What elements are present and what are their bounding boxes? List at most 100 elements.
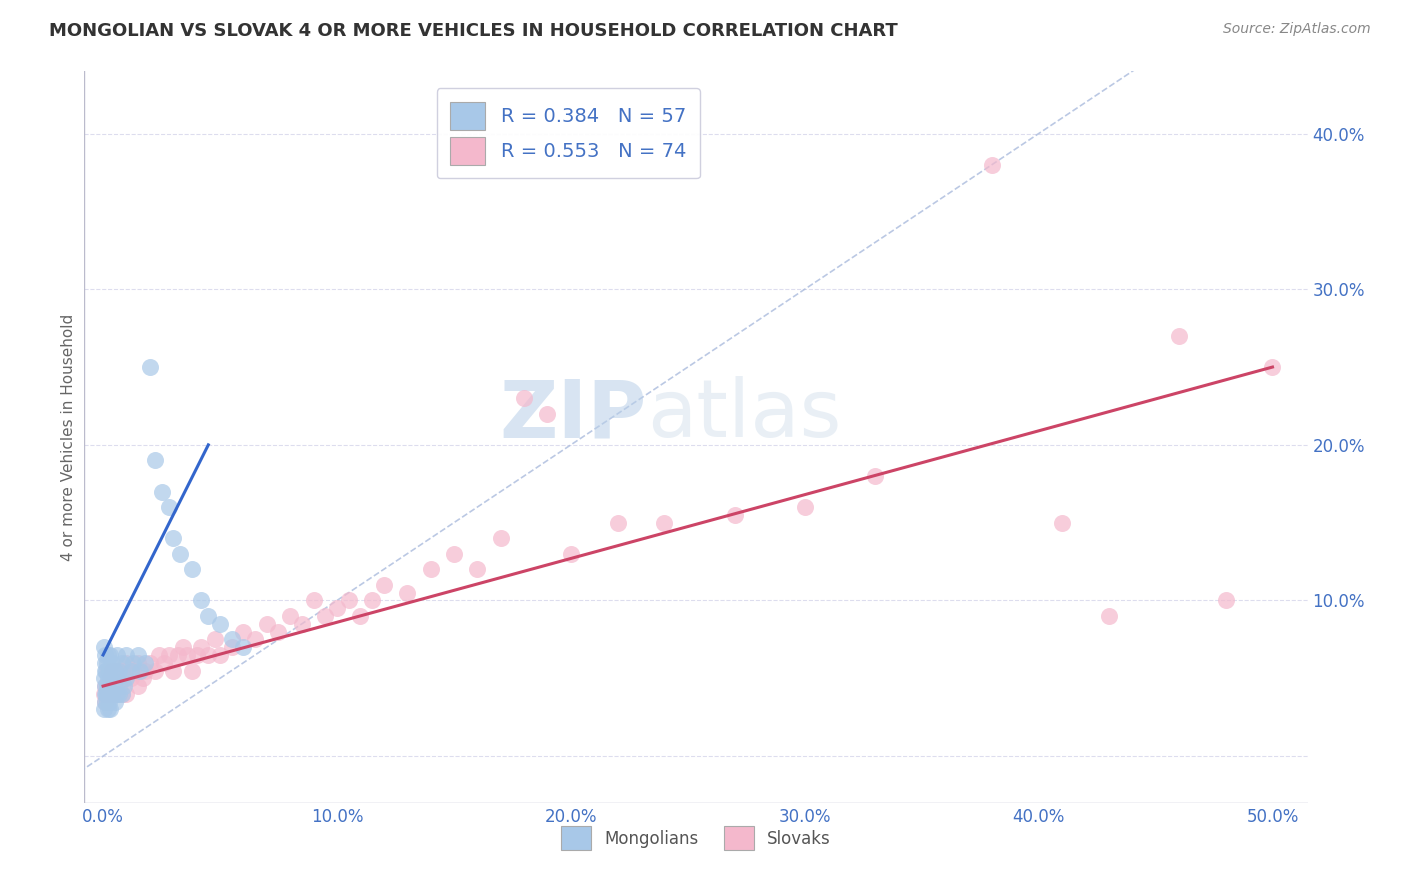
Point: [101, 687, 124, 701]
Point: [1261, 359, 1284, 374]
Point: [94, 656, 117, 670]
Point: [112, 671, 135, 685]
Point: [105, 671, 128, 685]
Point: [314, 609, 336, 624]
Point: [101, 664, 124, 678]
Point: [153, 656, 176, 670]
Point: [98, 671, 121, 685]
Y-axis label: 4 or more Vehicles in Household: 4 or more Vehicles in Household: [60, 313, 76, 561]
Point: [104, 695, 127, 709]
Point: [120, 671, 142, 685]
Point: [169, 547, 191, 561]
Text: ZIP: ZIP: [499, 376, 647, 454]
Point: [134, 656, 156, 670]
Point: [108, 664, 131, 678]
Point: [94, 679, 117, 693]
Point: [122, 664, 145, 678]
Point: [104, 664, 127, 678]
Point: [97, 648, 120, 662]
Point: [396, 585, 419, 599]
Point: [111, 656, 134, 670]
Point: [221, 640, 243, 655]
Point: [243, 632, 266, 647]
Text: Source: ZipAtlas.com: Source: ZipAtlas.com: [1223, 22, 1371, 37]
Point: [143, 453, 166, 467]
Point: [129, 664, 152, 678]
Point: [863, 469, 886, 483]
Point: [94, 679, 117, 693]
Point: [208, 616, 231, 631]
Point: [97, 664, 120, 678]
Point: [489, 531, 512, 545]
Point: [105, 664, 128, 678]
Point: [94, 687, 117, 701]
Point: [101, 687, 124, 701]
Point: [98, 648, 121, 662]
Point: [267, 624, 290, 639]
Point: [98, 687, 121, 701]
Point: [115, 671, 138, 685]
Point: [139, 656, 162, 670]
Point: [93, 640, 115, 655]
Point: [127, 656, 149, 670]
Point: [120, 664, 142, 678]
Point: [96, 687, 118, 701]
Point: [139, 359, 162, 374]
Point: [162, 664, 184, 678]
Point: [96, 679, 118, 693]
Point: [302, 593, 325, 607]
Point: [112, 679, 135, 693]
Point: [190, 593, 212, 607]
Point: [93, 702, 115, 716]
Point: [97, 687, 120, 701]
Point: [93, 687, 115, 701]
Point: [162, 531, 184, 545]
Point: [560, 547, 582, 561]
Point: [172, 640, 194, 655]
Text: MONGOLIAN VS SLOVAK 4 OR MORE VEHICLES IN HOUSEHOLD CORRELATION CHART: MONGOLIAN VS SLOVAK 4 OR MORE VEHICLES I…: [49, 22, 898, 40]
Point: [148, 648, 170, 662]
Point: [513, 391, 536, 405]
Point: [94, 664, 117, 678]
Legend: Mongolians, Slovaks: Mongolians, Slovaks: [554, 820, 838, 856]
Point: [337, 593, 360, 607]
Point: [97, 702, 120, 716]
Point: [465, 562, 488, 576]
Point: [349, 609, 371, 624]
Point: [96, 695, 118, 709]
Point: [361, 593, 384, 607]
Point: [157, 500, 180, 515]
Point: [143, 664, 166, 678]
Point: [111, 664, 134, 678]
Point: [186, 648, 208, 662]
Point: [373, 578, 395, 592]
Point: [94, 695, 117, 709]
Point: [1168, 329, 1191, 343]
Point: [97, 679, 120, 693]
Point: [108, 679, 131, 693]
Point: [419, 562, 441, 576]
Point: [654, 516, 676, 530]
Point: [94, 695, 117, 709]
Point: [176, 648, 198, 662]
Point: [98, 671, 121, 685]
Point: [97, 695, 120, 709]
Point: [232, 640, 254, 655]
Point: [606, 516, 628, 530]
Point: [197, 648, 219, 662]
Point: [291, 616, 314, 631]
Point: [134, 664, 156, 678]
Point: [115, 656, 138, 670]
Point: [122, 656, 145, 670]
Point: [326, 601, 349, 615]
Point: [278, 609, 301, 624]
Point: [94, 687, 117, 701]
Point: [97, 664, 120, 678]
Point: [1050, 516, 1073, 530]
Point: [98, 702, 121, 716]
Point: [232, 624, 254, 639]
Point: [793, 500, 815, 515]
Point: [105, 687, 128, 701]
Point: [208, 648, 231, 662]
Point: [127, 648, 149, 662]
